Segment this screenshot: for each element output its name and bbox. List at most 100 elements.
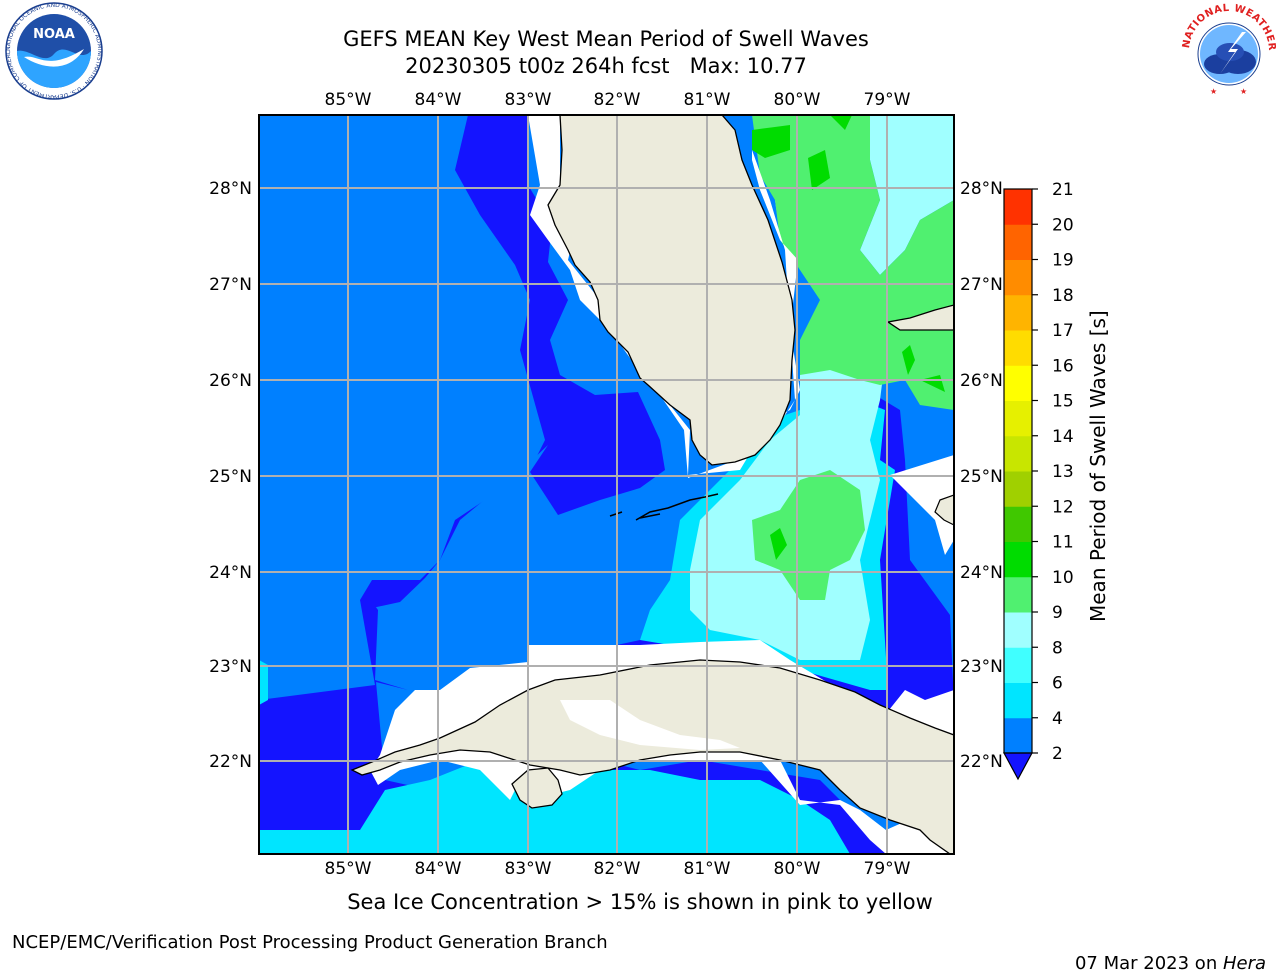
- lat-label-left: 24°N: [209, 563, 252, 583]
- lat-labels-right: 28°N 27°N 26°N 25°N 24°N 23°N 22°N: [960, 179, 1003, 772]
- lon-label-top: 83°W: [505, 90, 552, 110]
- land-cuba-interior-white: [560, 700, 740, 750]
- lon-labels-bottom: 85°W 84°W 83°W 82°W 81°W 80°W 79°W: [325, 859, 911, 879]
- land-bahamas: [886, 304, 954, 331]
- lat-label-right: 28°N: [960, 179, 1003, 199]
- map-frame: [258, 114, 955, 855]
- lat-label-right: 25°N: [960, 467, 1003, 487]
- lon-label-bottom: 83°W: [505, 859, 552, 879]
- colorbar-tick-label: 2: [1052, 744, 1063, 764]
- swell-field-9-10-d: [902, 345, 915, 375]
- land-bahamas-east: [934, 494, 954, 526]
- colorbar-tick-label: 4: [1052, 709, 1063, 729]
- swell-field-9-10-a: [752, 125, 790, 158]
- colorbar-segment: [1004, 576, 1032, 613]
- colorbar-tick-label: 16: [1052, 356, 1074, 376]
- lat-label-left: 25°N: [209, 467, 252, 487]
- lon-label-bottom: 82°W: [594, 859, 641, 879]
- land-cuba: [350, 659, 954, 854]
- lon-label-bottom: 85°W: [325, 859, 372, 879]
- svg-text:★: ★: [1240, 87, 1247, 96]
- footer-credit: NCEP/EMC/Verification Post Processing Pr…: [12, 932, 608, 953]
- svg-text:★: ★: [1210, 87, 1217, 96]
- colorbar-under-extension: [1002, 752, 1034, 781]
- swell-field-8-9-mid: [752, 470, 865, 600]
- chart-title-line2: 20230305 t00z 264h fcst Max: 10.77: [405, 54, 807, 78]
- colorbar-tick-label: 21: [1052, 180, 1074, 200]
- lon-label-top: 84°W: [415, 90, 462, 110]
- lat-label-left: 27°N: [209, 275, 252, 295]
- lat-label-left: 23°N: [209, 657, 252, 677]
- lon-label-bottom: 81°W: [684, 859, 731, 879]
- colorbar-segment: [1004, 541, 1032, 578]
- swell-field-6-8-north: [860, 115, 954, 275]
- swell-field-9-10-c: [830, 115, 852, 130]
- grid-lines: [259, 115, 954, 854]
- colorbar-segment: [1004, 365, 1032, 401]
- colorbar-tick-label: 19: [1052, 251, 1074, 271]
- land-isla-juventud: [511, 767, 563, 809]
- lon-label-top: 82°W: [594, 90, 641, 110]
- footer-date: 07 Mar 2023 on Hera: [1064, 932, 1266, 974]
- lat-label-left: 26°N: [209, 371, 252, 391]
- lon-label-bottom: 80°W: [774, 859, 821, 879]
- colorbar-segment: [1004, 189, 1032, 225]
- colorbar-tick-label: 13: [1052, 462, 1074, 482]
- colorbar-tick-label: 20: [1052, 215, 1074, 235]
- colorbar-tick-label: 10: [1052, 568, 1074, 588]
- lon-label-top: 79°W: [864, 90, 911, 110]
- colorbar: 2 4 6 8 9 10 11 12 13 14 15 16 17 18 19 20 21: [1002, 180, 1074, 781]
- lon-label-top: 80°W: [774, 90, 821, 110]
- lon-label-bottom: 79°W: [864, 859, 911, 879]
- colorbar-tick-label: 8: [1052, 638, 1063, 658]
- lat-label-left: 22°N: [209, 752, 252, 772]
- colorbar-segment: [1004, 224, 1032, 260]
- colorbar-tick-label: 14: [1052, 427, 1074, 447]
- colorbar-tick-label: 11: [1052, 533, 1074, 553]
- sea-ice-note: Sea Ice Concentration > 15% is shown in …: [347, 890, 933, 914]
- lon-label-bottom: 84°W: [415, 859, 462, 879]
- colorbar-label: Mean Period of Swell Waves [s]: [1086, 310, 1110, 622]
- lon-label-top: 81°W: [684, 90, 731, 110]
- colorbar-segment: [1004, 294, 1032, 331]
- colorbar-segment: [1004, 717, 1032, 754]
- swell-field-4-6-south: [259, 760, 850, 854]
- colorbar-segment: [1004, 330, 1032, 366]
- lat-label-right: 24°N: [960, 563, 1003, 583]
- colorbar-tick-label: 6: [1052, 674, 1063, 694]
- lat-label-left: 28°N: [209, 179, 252, 199]
- nws-logo: NATIONAL WEATHER SERVICE ★ ★: [1176, 0, 1278, 100]
- swell-field-9-10-b: [808, 150, 830, 190]
- footer-host: Hera: [1222, 953, 1266, 974]
- swell-field-9-10-e: [770, 528, 787, 560]
- colorbar-segment: [1004, 647, 1032, 683]
- colorbar-segment: [1004, 435, 1032, 472]
- land-florida: [547, 115, 796, 466]
- lon-label-top: 85°W: [325, 90, 372, 110]
- mask-bahamas: [890, 455, 954, 555]
- lat-labels-left: 28°N 27°N 26°N 25°N 24°N 23°N 22°N: [209, 179, 252, 772]
- colorbar-tick-label: 18: [1052, 286, 1074, 306]
- colorbar-segment: [1004, 400, 1032, 437]
- lat-label-right: 23°N: [960, 657, 1003, 677]
- swell-field-4-6-west-edge: [259, 660, 268, 705]
- mask-florida-coast: [528, 115, 800, 478]
- noaa-logo-text: NOAA: [33, 27, 75, 42]
- lon-labels-top: 85°W 84°W 83°W 82°W 81°W 80°W 79°W: [325, 90, 911, 110]
- colorbar-segment: [1004, 612, 1032, 648]
- colorbar-tick-label: 15: [1052, 392, 1074, 412]
- colorbar-segment: [1004, 506, 1032, 542]
- lat-label-right: 22°N: [960, 752, 1003, 772]
- footer-date-text: 07 Mar 2023 on: [1074, 953, 1223, 974]
- lat-label-right: 26°N: [960, 371, 1003, 391]
- colorbar-segment: [1004, 471, 1032, 507]
- noaa-logo: NATIONAL OCEANIC AND ATMOSPHERIC ADMINIS…: [2, 0, 104, 100]
- colorbar-tick-label: 12: [1052, 497, 1074, 517]
- colorbar-tick-label: 17: [1052, 321, 1074, 341]
- chart-title-line1: GEFS MEAN Key West Mean Period of Swell …: [343, 27, 869, 51]
- colorbar-segment: [1004, 682, 1032, 719]
- lat-label-right: 27°N: [960, 275, 1003, 295]
- colorbar-tick-label: 9: [1052, 603, 1063, 623]
- swell-field-2-4-pocket: [259, 115, 545, 700]
- colorbar-segment: [1004, 259, 1032, 296]
